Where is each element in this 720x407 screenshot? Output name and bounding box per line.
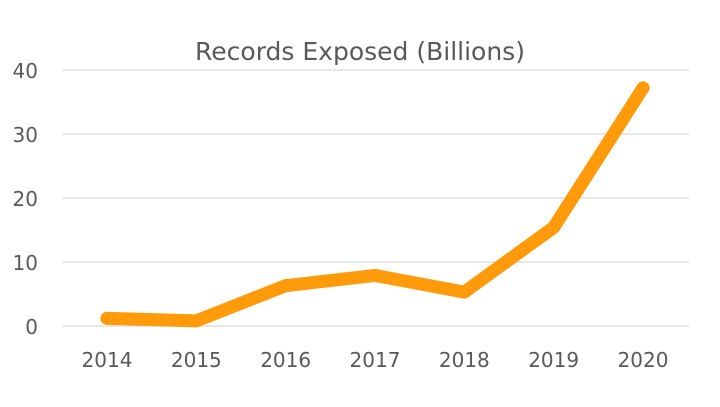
data-point-2015 <box>189 314 203 328</box>
y-tick-label: 30 <box>13 123 38 147</box>
y-tick-label: 0 <box>25 315 38 339</box>
x-tick-label: 2019 <box>528 348 579 372</box>
x-tick-label: 2018 <box>439 348 490 372</box>
data-point-2019 <box>547 220 561 234</box>
x-tick-label: 2017 <box>350 348 401 372</box>
data-point-2018 <box>457 285 471 299</box>
data-point-2014 <box>100 311 114 325</box>
data-point-2020 <box>636 81 650 95</box>
y-tick-label: 40 <box>13 59 38 83</box>
data-point-2016 <box>279 279 293 293</box>
x-tick-label: 2020 <box>618 348 669 372</box>
y-tick-label: 10 <box>13 251 38 275</box>
x-tick-label: 2014 <box>82 348 133 372</box>
series-layer <box>100 81 650 328</box>
y-tick-label: 20 <box>13 187 38 211</box>
chart-title: Records Exposed (Billions) <box>195 37 525 66</box>
y-axis-ticks: 0 10 20 30 40 <box>13 59 38 339</box>
series-line <box>100 81 650 328</box>
x-tick-label: 2015 <box>171 348 222 372</box>
data-point-2017 <box>368 268 382 282</box>
x-tick-label: 2016 <box>260 348 311 372</box>
gridlines <box>62 69 689 327</box>
x-axis-ticks: 2014 2015 2016 2017 2018 2019 2020 <box>82 348 669 372</box>
